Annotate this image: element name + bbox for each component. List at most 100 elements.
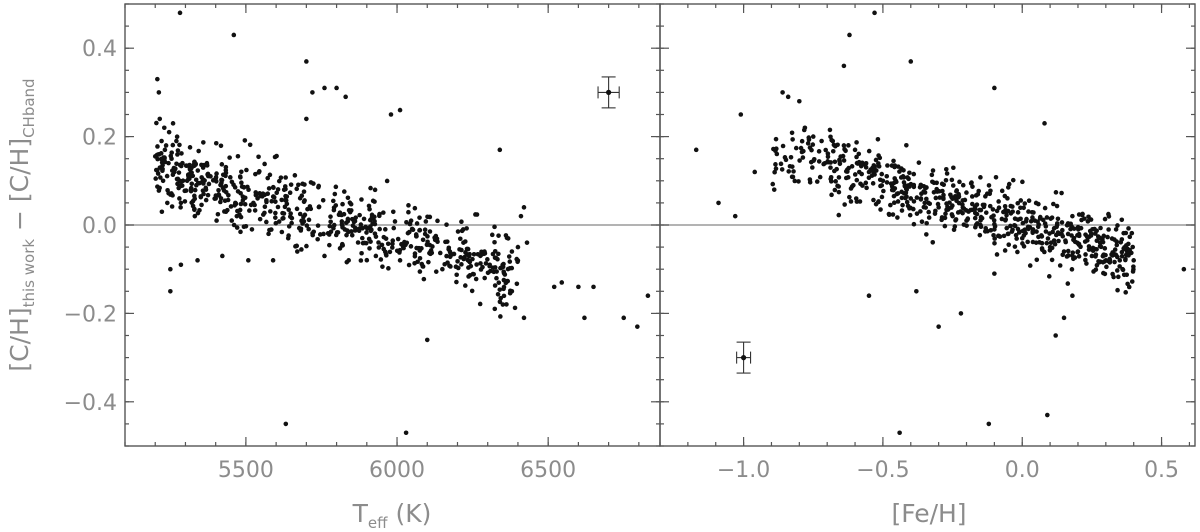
data-point (1012, 216, 1018, 221)
data-point (305, 206, 310, 212)
data-point (170, 142, 176, 148)
data-point (873, 157, 879, 163)
data-point (907, 206, 912, 211)
data-point (854, 177, 860, 183)
data-point (774, 146, 779, 152)
data-point (361, 216, 367, 222)
data-point (228, 204, 234, 209)
data-point (989, 214, 995, 220)
data-point (387, 249, 393, 255)
data-point (1034, 229, 1039, 234)
data-point (414, 221, 420, 226)
data-point (983, 210, 989, 215)
data-point (1114, 239, 1119, 244)
data-point (1069, 233, 1074, 238)
data-point (215, 211, 221, 217)
data-point (982, 229, 988, 234)
data-point (926, 215, 932, 220)
data-point (260, 191, 266, 196)
data-point (1040, 217, 1046, 223)
data-point (810, 134, 816, 139)
data-point (860, 183, 865, 188)
data-point (195, 258, 200, 263)
data-point (849, 164, 855, 169)
data-point (1053, 190, 1059, 195)
data-point (870, 181, 876, 186)
data-point (1120, 267, 1126, 273)
data-point (306, 226, 312, 232)
data-point (348, 208, 354, 213)
data-point (1016, 230, 1022, 235)
data-point (175, 176, 181, 182)
data-point (1069, 267, 1075, 272)
data-point (999, 216, 1005, 222)
data-point (417, 215, 422, 220)
data-point (376, 245, 382, 250)
data-point (177, 196, 182, 201)
data-point (482, 275, 487, 281)
data-point (1070, 293, 1075, 299)
data-point (315, 223, 321, 228)
data-point (1012, 223, 1017, 228)
data-point (1127, 234, 1133, 240)
data-point (1102, 246, 1108, 251)
data-point (1116, 274, 1121, 280)
data-point (495, 291, 501, 297)
data-point (930, 240, 936, 245)
data-point (457, 236, 463, 242)
data-point (282, 204, 288, 210)
data-point (1098, 225, 1103, 231)
data-point (492, 283, 498, 288)
data-point (996, 205, 1002, 211)
data-point (907, 184, 912, 189)
data-point (832, 159, 838, 165)
data-point (1083, 252, 1088, 257)
data-point (1097, 243, 1103, 249)
data-point (1122, 246, 1127, 252)
data-point (157, 116, 163, 122)
data-point (177, 10, 183, 16)
data-point (914, 289, 919, 294)
data-point (162, 147, 168, 153)
x-tick-label: 6500 (520, 458, 576, 483)
data-point (939, 181, 945, 187)
data-point (478, 252, 484, 258)
data-point (344, 259, 350, 265)
data-point (187, 166, 193, 171)
data-point (1010, 227, 1015, 233)
data-point (895, 164, 901, 169)
data-point (424, 337, 430, 343)
data-point (202, 178, 207, 183)
data-point (417, 228, 422, 233)
data-point (193, 177, 199, 183)
data-point (836, 184, 841, 189)
data-point (788, 155, 794, 160)
data-point (257, 216, 263, 222)
data-point (914, 195, 920, 200)
data-point (957, 179, 962, 185)
data-point (1026, 198, 1032, 204)
data-point (412, 253, 418, 259)
data-point (935, 201, 941, 207)
data-point (1121, 230, 1126, 236)
data-point (1097, 235, 1102, 241)
data-point (213, 140, 219, 146)
data-point (158, 175, 163, 180)
data-point (942, 215, 948, 221)
data-point (559, 280, 565, 285)
data-point (905, 175, 910, 180)
data-point (425, 214, 430, 220)
y-axis-title-part2: [C/H] (5, 138, 34, 202)
data-point (407, 229, 412, 235)
data-point (275, 204, 281, 210)
data-point (1065, 231, 1071, 237)
data-point (1088, 217, 1094, 222)
data-point (923, 205, 929, 210)
data-point (823, 147, 829, 153)
data-point (301, 214, 306, 220)
data-point (1068, 226, 1073, 232)
data-point (432, 237, 438, 243)
data-point (223, 164, 229, 170)
data-point (871, 197, 876, 203)
data-point (1089, 253, 1095, 259)
